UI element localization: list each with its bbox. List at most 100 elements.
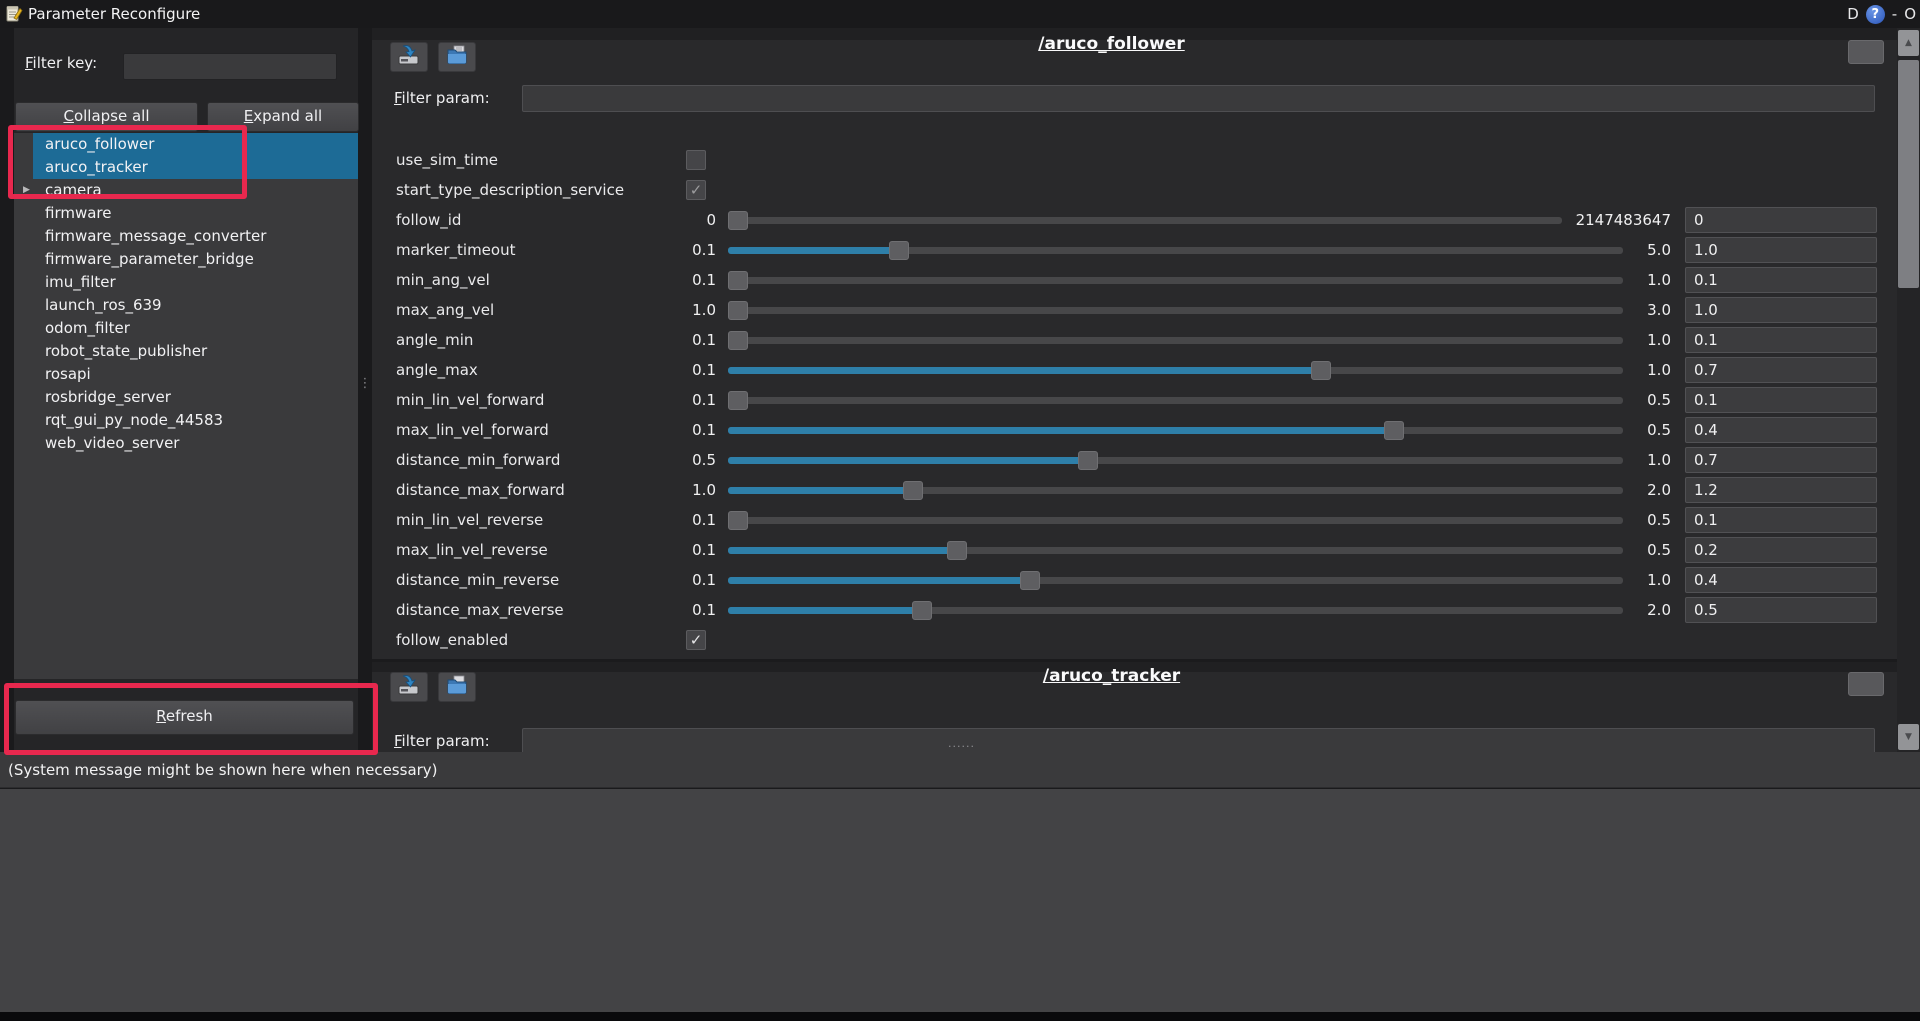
dock-button[interactable]: D <box>1847 5 1859 23</box>
param-value-field[interactable]: 1.0 <box>1685 297 1877 323</box>
param-slider[interactable] <box>728 300 1623 321</box>
tree-item[interactable]: firmware_message_converter <box>14 225 358 248</box>
slider-track[interactable] <box>728 606 1623 614</box>
param-value-field[interactable]: 0.4 <box>1685 567 1877 593</box>
slider-track[interactable] <box>728 576 1623 584</box>
slider-handle[interactable] <box>888 240 909 260</box>
param-slider[interactable] <box>728 390 1623 411</box>
param-slider[interactable] <box>728 450 1623 471</box>
refresh-button[interactable]: Refresh <box>15 700 354 735</box>
slider-handle[interactable] <box>1311 360 1332 380</box>
tree-item[interactable]: ▶ camera <box>14 179 358 202</box>
param-slider[interactable] <box>728 570 1623 591</box>
param-slider[interactable] <box>728 480 1623 501</box>
param-value-field[interactable]: 1.0 <box>1685 237 1877 263</box>
param-slider[interactable] <box>728 210 1562 231</box>
param-value-field[interactable]: 0.1 <box>1685 507 1877 533</box>
param-slider[interactable] <box>728 240 1623 261</box>
slider-handle[interactable] <box>728 510 748 530</box>
slider-track[interactable] <box>728 546 1623 554</box>
slider-track[interactable] <box>728 456 1623 464</box>
scroll-up-icon[interactable]: ▲ <box>1898 30 1919 56</box>
slider-handle[interactable] <box>946 540 967 560</box>
param-value-field[interactable]: 0 <box>1685 207 1877 233</box>
slider-handle[interactable] <box>1078 450 1098 470</box>
tree-item[interactable]: web_video_server <box>14 432 358 455</box>
param-value-field[interactable]: 0.5 <box>1685 597 1877 623</box>
param-value-field[interactable]: 0.1 <box>1685 267 1877 293</box>
expand-all-button[interactable]: Expand all <box>207 102 359 132</box>
param-value-field[interactable]: 0.1 <box>1685 327 1877 353</box>
save-params-button[interactable] <box>390 42 428 72</box>
param-checkbox[interactable]: ✓ <box>686 630 706 650</box>
param-slider[interactable] <box>728 420 1623 441</box>
param-checkbox[interactable]: ✓ <box>686 180 706 200</box>
param-name: distance_min_forward <box>396 451 561 469</box>
panel-title-aruco-follower[interactable]: /aruco_follower <box>1038 34 1185 54</box>
param-value-field[interactable]: 0.7 <box>1685 357 1877 383</box>
scroll-down-icon[interactable]: ▼ <box>1898 724 1919 750</box>
tree-item[interactable]: rosbridge_server <box>14 386 358 409</box>
filter-param-input[interactable] <box>522 728 1875 752</box>
horizontal-splitter-handle[interactable]: ······ <box>948 740 975 753</box>
slider-handle[interactable] <box>728 270 748 290</box>
param-slider[interactable] <box>728 540 1623 561</box>
expander-icon[interactable]: ▶ <box>23 185 30 195</box>
param-checkbox[interactable]: ✓ <box>686 150 706 170</box>
slider-fill <box>728 576 1030 584</box>
param-value-field[interactable]: 1.2 <box>1685 477 1877 503</box>
slider-track[interactable] <box>728 276 1623 284</box>
scrollbar-thumb[interactable] <box>1898 60 1919 288</box>
tree-item[interactable]: aruco_tracker <box>14 156 358 179</box>
param-max-value: 2147483647 <box>1575 211 1671 229</box>
close-button[interactable]: O <box>1904 5 1916 23</box>
slider-track[interactable] <box>728 486 1623 494</box>
slider-handle[interactable] <box>728 330 748 350</box>
slider-handle[interactable] <box>1019 570 1040 590</box>
slider-track[interactable] <box>728 516 1623 524</box>
slider-track[interactable] <box>728 336 1623 344</box>
slider-track[interactable] <box>728 216 1562 224</box>
param-slider[interactable] <box>728 270 1623 291</box>
slider-handle[interactable] <box>903 480 923 500</box>
slider-handle[interactable] <box>728 390 748 410</box>
tree-item[interactable]: rqt_gui_py_node_44583 <box>14 409 358 432</box>
filter-param-input[interactable] <box>522 85 1875 112</box>
param-value-field[interactable]: 0.2 <box>1685 537 1877 563</box>
param-value-field[interactable]: 0.4 <box>1685 417 1877 443</box>
load-params-button[interactable] <box>438 42 476 72</box>
param-value-field[interactable]: 0.1 <box>1685 387 1877 413</box>
slider-track[interactable] <box>728 246 1623 254</box>
tree-item[interactable]: robot_state_publisher <box>14 340 358 363</box>
slider-handle[interactable] <box>912 600 933 620</box>
tree-item[interactable]: firmware <box>14 202 358 225</box>
slider-handle[interactable] <box>728 210 748 230</box>
minimize-button[interactable]: - <box>1891 5 1898 23</box>
vertical-splitter-handle[interactable]: ⋮ <box>358 376 372 391</box>
collapse-all-button[interactable]: Collapse all <box>15 102 198 132</box>
slider-track[interactable] <box>728 396 1623 404</box>
param-slider[interactable] <box>728 330 1623 351</box>
param-slider[interactable] <box>728 360 1623 381</box>
slider-track[interactable] <box>728 306 1623 314</box>
section-close-button[interactable] <box>1848 672 1884 696</box>
tree-item[interactable]: launch_ros_639 <box>14 294 358 317</box>
panel-title-aruco-tracker[interactable]: /aruco_tracker <box>1042 666 1181 686</box>
help-icon[interactable]: ? <box>1865 4 1885 24</box>
tree-item[interactable]: aruco_follower <box>14 133 358 156</box>
main-scrollbar[interactable]: ▲ ▼ <box>1897 28 1920 752</box>
param-value-field[interactable]: 0.7 <box>1685 447 1877 473</box>
param-slider[interactable] <box>728 510 1623 531</box>
tree-item[interactable]: odom_filter <box>14 317 358 340</box>
filter-key-input[interactable] <box>123 53 337 80</box>
tree-item[interactable]: firmware_parameter_bridge <box>14 248 358 271</box>
slider-handle[interactable] <box>1384 420 1405 440</box>
slider-handle[interactable] <box>728 300 748 320</box>
param-slider[interactable] <box>728 600 1623 621</box>
tree-item[interactable]: rosapi <box>14 363 358 386</box>
load-params-button[interactable] <box>438 672 476 702</box>
tree-item[interactable]: imu_filter <box>14 271 358 294</box>
save-params-button[interactable] <box>390 672 428 702</box>
param-min-value: 0.1 <box>692 271 716 289</box>
section-close-button[interactable] <box>1848 40 1884 64</box>
